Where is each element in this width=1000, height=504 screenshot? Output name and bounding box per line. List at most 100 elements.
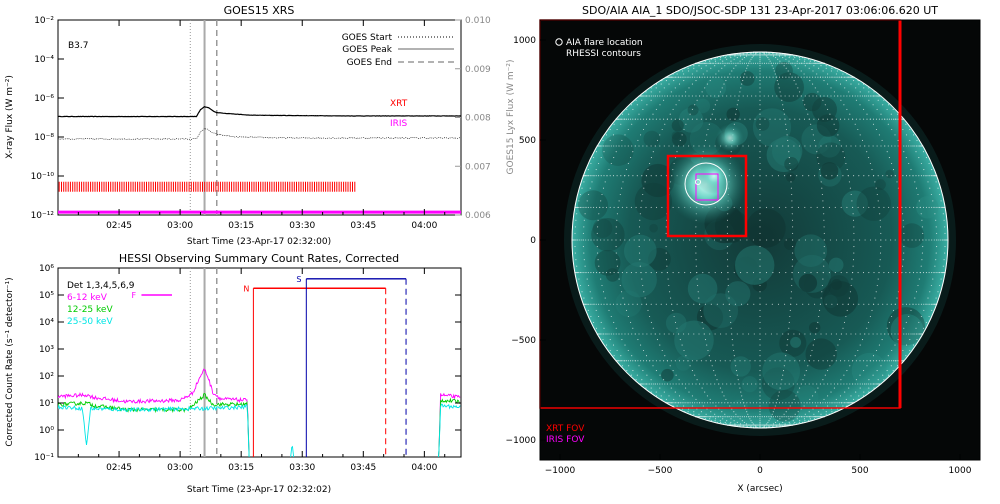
grid-dot [768, 416, 770, 418]
grid-dot [875, 118, 878, 120]
grid-dot [786, 344, 788, 346]
grid-dot [759, 219, 761, 221]
grid-dot [799, 118, 801, 120]
grid-dot [688, 333, 690, 335]
grid-dot [886, 108, 888, 110]
grid-dot [666, 265, 668, 267]
grid-dot [787, 145, 789, 147]
grid-dot [673, 145, 675, 147]
grid-dot [869, 162, 871, 165]
grid-dot [823, 398, 825, 400]
grid-dot [827, 405, 829, 407]
grid-dot [750, 54, 752, 56]
grid-dot [584, 175, 586, 177]
grid-dot [857, 128, 859, 131]
grid-dot [759, 239, 761, 241]
grid-dot [659, 134, 661, 136]
dark-patch [594, 249, 621, 276]
grid-dot [638, 252, 641, 254]
grid-dot [683, 128, 685, 131]
grid-dot [704, 87, 706, 89]
grid-dot [706, 83, 708, 85]
dark-patch [726, 107, 740, 122]
grid-dot [910, 169, 912, 171]
grid-dot [583, 181, 585, 183]
grid-dot [793, 398, 795, 400]
grid-dot [759, 408, 761, 410]
grid-dot [784, 118, 786, 120]
grid-dot [671, 239, 673, 241]
grid-dot [747, 54, 749, 56]
grid-dot [808, 383, 810, 385]
grid-dot [604, 333, 606, 335]
grid-dot [918, 278, 920, 280]
grid-dot [572, 239, 574, 241]
grid-dot [939, 272, 941, 274]
grid-dot [936, 246, 938, 248]
grid-dot [919, 272, 921, 274]
grid-dot [789, 416, 791, 418]
zoom-region-box [666, 154, 748, 238]
grid-dot [630, 272, 632, 274]
grid-dot [634, 333, 636, 335]
grid-dot [897, 365, 899, 367]
grid-dot [702, 416, 704, 418]
grid-dot [839, 395, 842, 397]
grid-dot [642, 333, 644, 335]
grid-dot [676, 73, 678, 75]
grid-dot [894, 118, 896, 120]
grid-dot [819, 383, 821, 385]
grid-dot [727, 62, 729, 64]
grid-dot [700, 360, 702, 362]
grid-dot [696, 272, 698, 274]
grid-dot [579, 284, 581, 287]
grid-dot [639, 265, 641, 267]
grid-dot [642, 383, 644, 385]
grid-dot [925, 206, 927, 208]
grid-dot [785, 67, 787, 69]
grid-dot [593, 157, 595, 159]
grid-dot [835, 360, 837, 362]
grid-dot [782, 424, 784, 426]
grid-dot [752, 402, 754, 404]
grid-dot [710, 420, 712, 422]
grid-dot [818, 411, 820, 413]
grid-dot [605, 272, 608, 274]
grid-dot [752, 76, 754, 78]
grid-dot [576, 213, 578, 215]
grid-dot [736, 374, 738, 376]
grid-dot [771, 413, 773, 415]
grid-dot [640, 383, 642, 385]
grid-dot [759, 374, 761, 376]
grid-dot [703, 62, 705, 64]
grid-dot [696, 360, 698, 362]
grid-dot [759, 391, 761, 393]
grid-dot [815, 62, 817, 64]
grid-dot [672, 402, 674, 404]
grid-dot [773, 54, 775, 56]
grid-dot [827, 118, 829, 120]
grid-dot [848, 181, 850, 183]
grid-dot [759, 213, 761, 215]
grid-dot [825, 67, 827, 69]
grid-dot [606, 303, 608, 305]
goes-right-tick-label: 0.008 [465, 114, 491, 124]
series-6-12kev [58, 368, 461, 457]
grid-dot [624, 360, 626, 362]
grid-dot [650, 145, 652, 147]
grid-dot [600, 157, 602, 159]
grid-dot [819, 95, 821, 97]
grid-dot [778, 55, 781, 57]
grid-dot [805, 62, 807, 64]
grid-dot [853, 303, 855, 305]
grid-dot [671, 76, 673, 78]
grid-dot [821, 284, 823, 287]
grid-dot [747, 413, 749, 415]
goes-legend: GOES Start GOES Peak GOES End [342, 33, 454, 68]
grid-dot [868, 175, 870, 177]
grid-dot [796, 383, 798, 385]
grid-dot [724, 360, 726, 362]
grid-dot [721, 62, 723, 64]
grid-dot [759, 272, 761, 274]
grid-dot [862, 83, 865, 85]
